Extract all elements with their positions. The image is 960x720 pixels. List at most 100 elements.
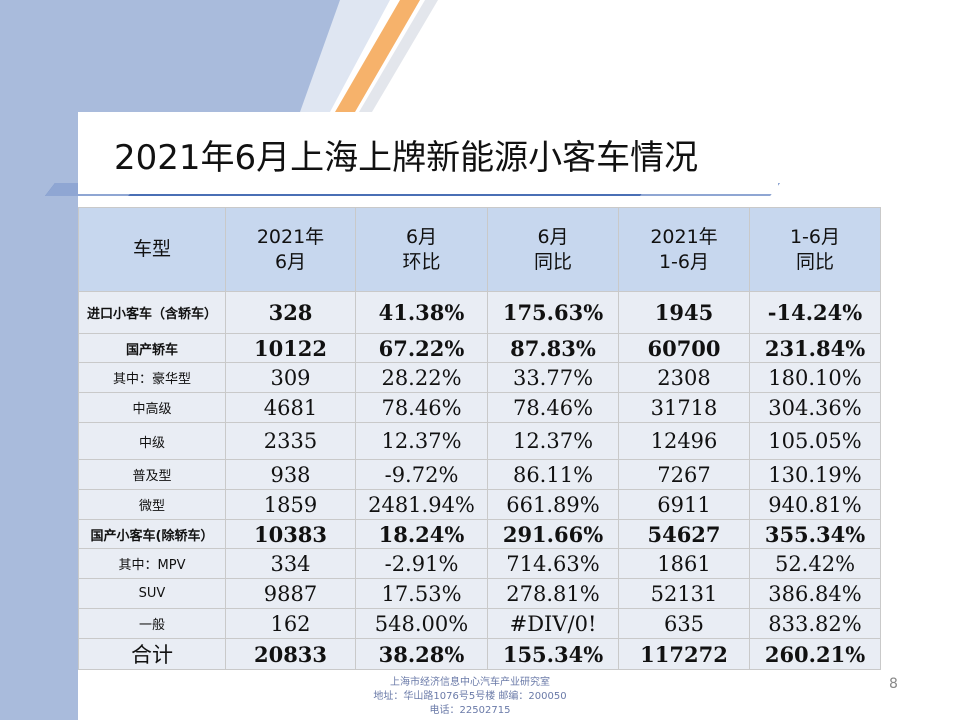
cell-ytd-yoy: 833.82% <box>749 608 881 639</box>
table-row: 其中：豪华型 309 28.22% 33.77% 2308 180.10% <box>78 362 881 393</box>
cell-yoy: 12.37% <box>487 422 619 460</box>
row-label: 国产轿车 <box>78 333 226 363</box>
header-june-mom: 6月 环比 <box>355 207 488 292</box>
cell-ytd: 31718 <box>618 392 750 423</box>
table-row-total: 合计 20833 38.28% 155.34% 117272 260.21% <box>78 638 881 670</box>
header-vehicle-type: 车型 <box>78 207 226 292</box>
cell-june: 9887 <box>225 578 356 609</box>
cell-ytd: 1945 <box>618 291 750 334</box>
cell-june: 334 <box>225 548 356 579</box>
row-label: 普及型 <box>78 459 226 490</box>
footer-contact: 上海市经济信息中心汽车产业研究室 地址：华山路1076号5号楼 邮编：20005… <box>340 676 600 718</box>
table-row: 其中：MPV 334 -2.91% 714.63% 1861 52.42% <box>78 548 881 579</box>
cell-mom: 78.46% <box>355 392 488 423</box>
cell-ytd-yoy: 304.36% <box>749 392 881 423</box>
cell-ytd: 54627 <box>618 519 750 549</box>
cell-june: 20833 <box>225 638 356 670</box>
cell-ytd-yoy: 52.42% <box>749 548 881 579</box>
cell-mom: 38.28% <box>355 638 488 670</box>
cell-ytd: 52131 <box>618 578 750 609</box>
cell-ytd: 12496 <box>618 422 750 460</box>
page-title: 2021年6月上海上牌新能源小客车情况 <box>114 138 699 178</box>
cell-mom: 2481.94% <box>355 489 488 520</box>
cell-ytd: 2308 <box>618 362 750 393</box>
cell-mom: 67.22% <box>355 333 488 363</box>
table-row: 中级 2335 12.37% 12.37% 12496 105.05% <box>78 422 881 460</box>
table-row: 微型 1859 2481.94% 661.89% 6911 940.81% <box>78 489 881 520</box>
cell-yoy: 661.89% <box>487 489 619 520</box>
cell-june: 162 <box>225 608 356 639</box>
table-row: 国产小客车(除轿车） 10383 18.24% 291.66% 54627 35… <box>78 519 881 549</box>
cell-ytd: 6911 <box>618 489 750 520</box>
cell-ytd-yoy: 940.81% <box>749 489 881 520</box>
cell-june: 2335 <box>225 422 356 460</box>
cell-yoy: 78.46% <box>487 392 619 423</box>
cell-ytd-yoy: 355.34% <box>749 519 881 549</box>
cell-ytd-yoy: 130.19% <box>749 459 881 490</box>
cell-mom: 18.24% <box>355 519 488 549</box>
row-label: 一般 <box>78 608 226 639</box>
table-row: 进口小客车（含轿车） 328 41.38% 175.63% 1945 -14.2… <box>78 291 881 334</box>
cell-june: 309 <box>225 362 356 393</box>
row-label: 合计 <box>78 638 226 670</box>
cell-ytd-yoy: 105.05% <box>749 422 881 460</box>
cell-mom: 548.00% <box>355 608 488 639</box>
footer-org: 上海市经济信息中心汽车产业研究室 <box>390 677 550 688</box>
registration-table: 车型 2021年 6月 6月 环比 6月 同比 2021年 1-6月 1-6月 同比 进口… <box>78 207 881 670</box>
row-label: 国产小客车(除轿车） <box>78 519 226 549</box>
row-label: SUV <box>78 578 226 609</box>
cell-yoy: 155.34% <box>487 638 619 670</box>
row-label: 微型 <box>78 489 226 520</box>
cell-yoy: 87.83% <box>487 333 619 363</box>
cell-yoy: 714.63% <box>487 548 619 579</box>
cell-mom: -2.91% <box>355 548 488 579</box>
footer-phone: 电话：22502715 <box>429 705 511 716</box>
cell-mom: 28.22% <box>355 362 488 393</box>
cell-yoy: 278.81% <box>487 578 619 609</box>
cell-ytd: 635 <box>618 608 750 639</box>
row-label: 其中：MPV <box>78 548 226 579</box>
cell-mom: 12.37% <box>355 422 488 460</box>
header-jan-jun-yoy: 1-6月 同比 <box>749 207 881 292</box>
row-label: 进口小客车（含轿车） <box>78 291 226 334</box>
page-number: 8 <box>889 676 898 692</box>
cell-ytd-yoy: 180.10% <box>749 362 881 393</box>
cell-ytd-yoy: 260.21% <box>749 638 881 670</box>
table-row: 国产轿车 10122 67.22% 87.83% 60700 231.84% <box>78 333 881 363</box>
cell-ytd-yoy: 386.84% <box>749 578 881 609</box>
cell-june: 10122 <box>225 333 356 363</box>
row-label: 中高级 <box>78 392 226 423</box>
cell-ytd: 1861 <box>618 548 750 579</box>
table-row: 中高级 4681 78.46% 78.46% 31718 304.36% <box>78 392 881 423</box>
left-decorative-band <box>0 0 78 720</box>
table-row: 一般 162 548.00% #DIV/0! 635 833.82% <box>78 608 881 639</box>
header-row: 车型 2021年 6月 6月 环比 6月 同比 2021年 1-6月 1-6月 同比 <box>78 207 881 292</box>
cell-yoy: #DIV/0! <box>487 608 619 639</box>
cell-yoy: 291.66% <box>487 519 619 549</box>
title-panel <box>78 112 778 194</box>
table-row: SUV 9887 17.53% 278.81% 52131 386.84% <box>78 578 881 609</box>
cell-ytd: 7267 <box>618 459 750 490</box>
cell-mom: 41.38% <box>355 291 488 334</box>
header-june-yoy: 6月 同比 <box>487 207 619 292</box>
cell-mom: -9.72% <box>355 459 488 490</box>
cell-ytd: 60700 <box>618 333 750 363</box>
cell-june: 10383 <box>225 519 356 549</box>
row-label: 其中：豪华型 <box>78 362 226 393</box>
cell-ytd-yoy: -14.24% <box>749 291 881 334</box>
header-june-2021: 2021年 6月 <box>225 207 356 292</box>
cell-june: 938 <box>225 459 356 490</box>
cell-june: 328 <box>225 291 356 334</box>
cell-june: 4681 <box>225 392 356 423</box>
cell-june: 1859 <box>225 489 356 520</box>
data-table-container: 车型 2021年 6月 6月 环比 6月 同比 2021年 1-6月 1-6月 同比 进口… <box>78 207 881 670</box>
cell-mom: 17.53% <box>355 578 488 609</box>
row-label: 中级 <box>78 422 226 460</box>
header-jan-jun-2021: 2021年 1-6月 <box>618 207 750 292</box>
cell-ytd: 117272 <box>618 638 750 670</box>
cell-yoy: 86.11% <box>487 459 619 490</box>
cell-yoy: 175.63% <box>487 291 619 334</box>
table-row: 普及型 938 -9.72% 86.11% 7267 130.19% <box>78 459 881 490</box>
cell-yoy: 33.77% <box>487 362 619 393</box>
footer-address: 地址：华山路1076号5号楼 邮编：200050 <box>373 691 567 702</box>
